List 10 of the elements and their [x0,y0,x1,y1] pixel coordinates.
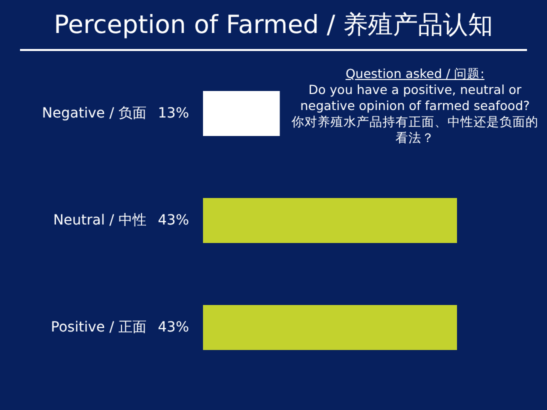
annotation: 你对养殖水产品持有正面、中性还是负面的看法？ [290,114,540,146]
y-tick-label: Neutral / 中性 [53,212,146,228]
chart-title: Perception of Farmed / 养殖产品认知 [52,9,494,41]
y-tick-label: Negative / 负面 [42,106,146,122]
data-label: 43% [158,320,189,336]
y-tick-label: Positive / 正面 [50,320,146,336]
data-label: 43% [158,212,189,228]
annotation: Do you have a positive, neutral or negative opinion of farmed seafood? [299,82,531,114]
data-label: 13% [158,106,189,122]
annotation: Question asked / 问题: [344,66,486,82]
